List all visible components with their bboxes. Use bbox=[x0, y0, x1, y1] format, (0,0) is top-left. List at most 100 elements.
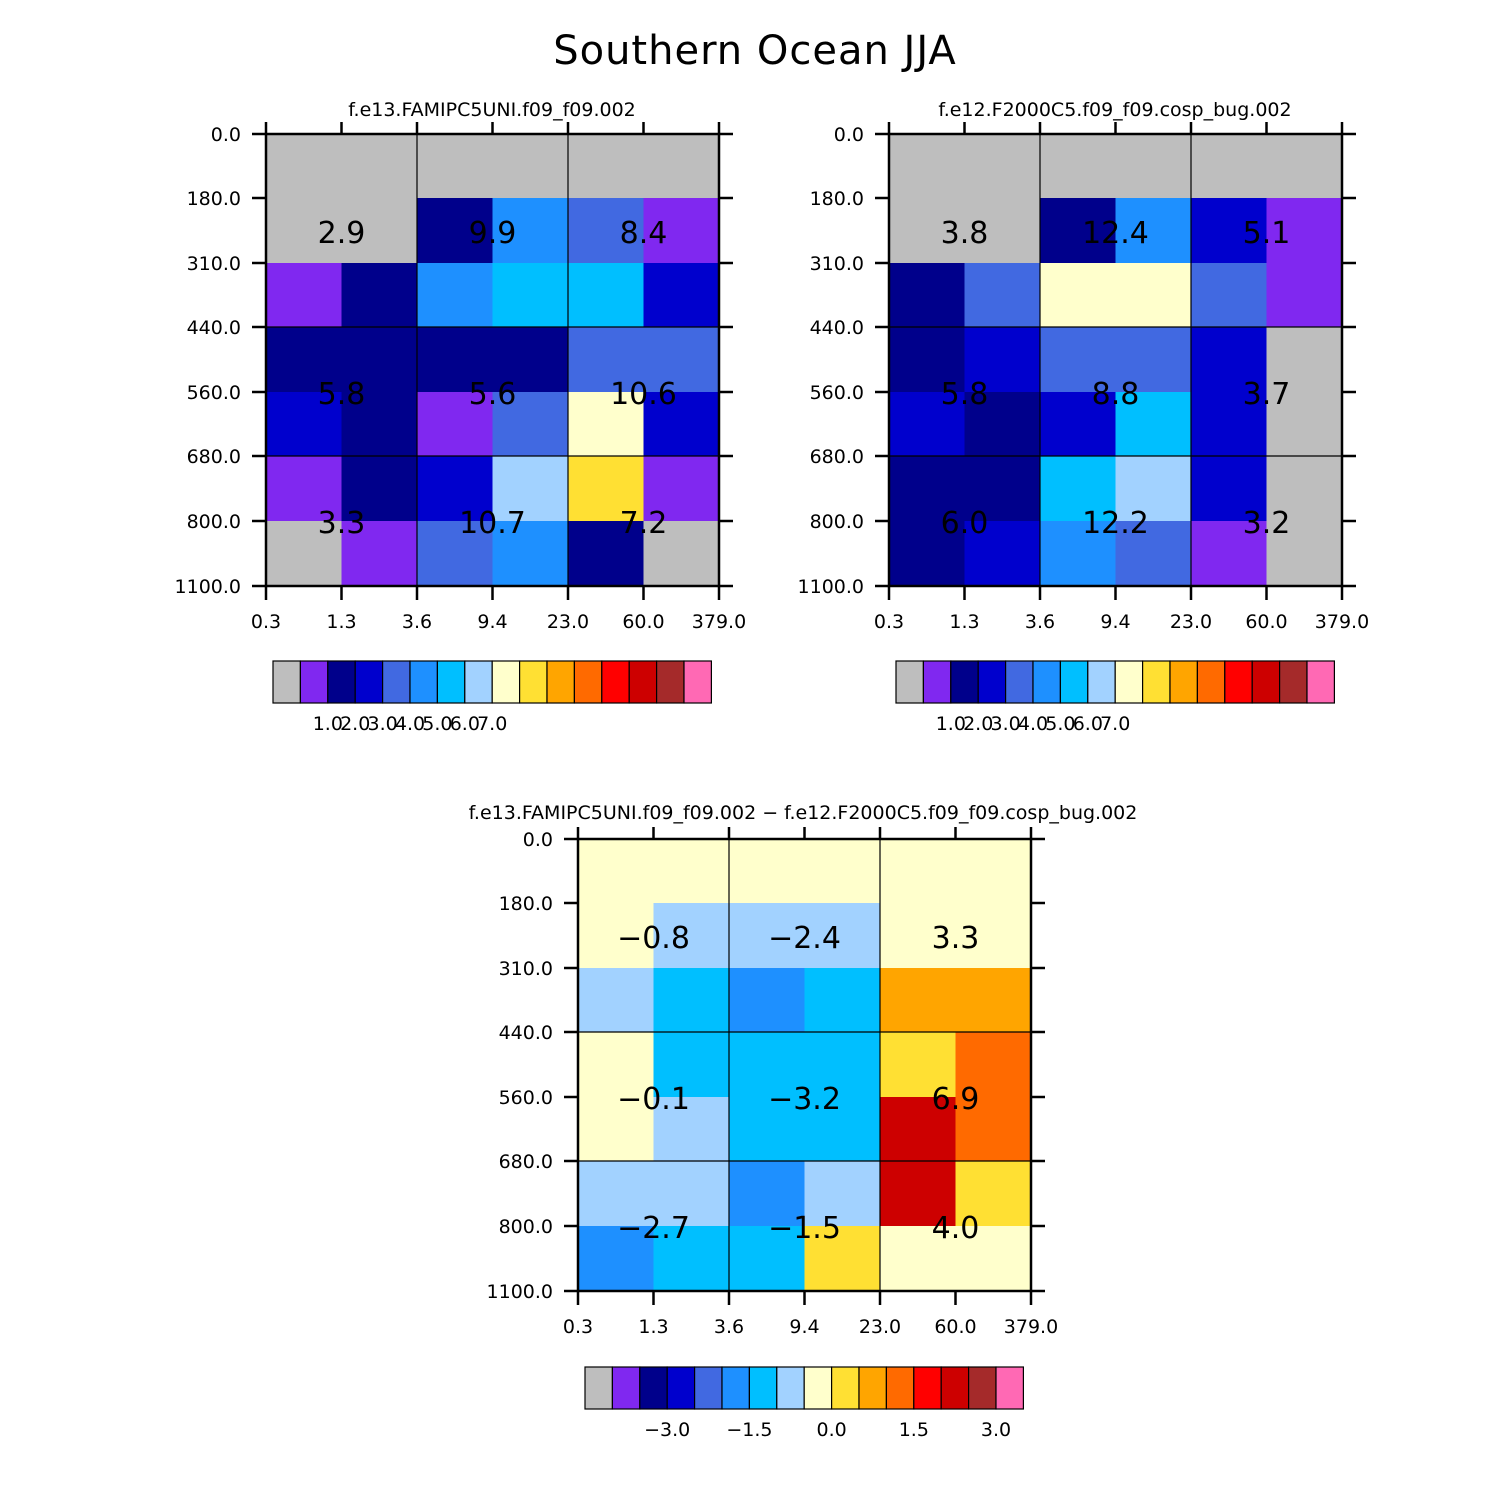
heatmap-cell bbox=[341, 392, 418, 457]
heatmap-cell bbox=[492, 521, 569, 587]
heatmap-cell bbox=[417, 263, 494, 328]
y-tick-label: 310.0 bbox=[810, 253, 864, 275]
colorbar: 1.02.03.04.05.06.07.0 bbox=[272, 660, 712, 735]
colorbar-label: 5.0 bbox=[422, 713, 452, 735]
heatmap-cell bbox=[492, 134, 569, 199]
heatmap-cell bbox=[643, 198, 720, 264]
heatmap-cell bbox=[578, 968, 655, 1033]
heatmap-cell bbox=[266, 392, 343, 457]
heatmap-cell bbox=[1040, 456, 1117, 522]
heatmap-cell bbox=[955, 1032, 1032, 1098]
y-tick-label: 680.0 bbox=[187, 446, 241, 468]
colorbar-swatch bbox=[491, 660, 521, 704]
colorbar-swatch bbox=[628, 660, 658, 704]
colorbar-swatch bbox=[573, 660, 603, 704]
panel-title: f.e13.FAMIPC5UNI.f09_f09.002 bbox=[348, 99, 636, 121]
heatmap-cell bbox=[492, 263, 569, 328]
heatmap-cell bbox=[880, 1097, 957, 1162]
box-value-label: 10.6 bbox=[610, 377, 677, 412]
heatmap-cell bbox=[729, 1097, 806, 1162]
colorbar-label: 4.0 bbox=[395, 713, 425, 735]
colorbar-swatch bbox=[518, 660, 548, 704]
box-value-label: −2.4 bbox=[768, 921, 841, 956]
heatmap-cell bbox=[1266, 327, 1343, 393]
colorbar-swatch bbox=[885, 1366, 915, 1410]
colorbar-swatch bbox=[409, 660, 438, 704]
heatmap-cell bbox=[955, 1161, 1032, 1227]
y-tick-label: 440.0 bbox=[187, 317, 241, 339]
heatmap-cell bbox=[341, 134, 418, 199]
colorbar-label: 0.0 bbox=[816, 1419, 846, 1441]
y-tick-label: 680.0 bbox=[810, 446, 864, 468]
heatmap-cell bbox=[1115, 198, 1192, 264]
colorbar-label: −1.5 bbox=[726, 1419, 772, 1441]
colorbar-swatch bbox=[950, 660, 979, 704]
heatmap-cell bbox=[804, 968, 881, 1033]
colorbar-swatch bbox=[776, 1366, 805, 1410]
heatmap-cell bbox=[1266, 521, 1343, 587]
box-value-label: 12.2 bbox=[1082, 506, 1149, 541]
heatmap-cell bbox=[568, 456, 645, 522]
colorbar-label: 5.0 bbox=[1045, 713, 1075, 735]
heatmap-cell bbox=[341, 263, 418, 328]
panel-model-b: f.e12.F2000C5.f09_f09.cosp_bug.002 0.0 18… bbox=[798, 99, 1370, 735]
heatmap-cell bbox=[1115, 392, 1192, 457]
colorbar-swatch bbox=[382, 660, 411, 704]
colorbar-label: 6.0 bbox=[450, 713, 480, 735]
heatmap-cell bbox=[266, 198, 343, 264]
heatmap-cell bbox=[1040, 392, 1117, 457]
heatmap-cell bbox=[729, 839, 806, 904]
heatmap-cell bbox=[578, 1032, 655, 1098]
heatmap-cell bbox=[1266, 198, 1343, 264]
box-value-label: 8.8 bbox=[1092, 377, 1140, 412]
y-tick-label: 180.0 bbox=[810, 188, 864, 210]
heatmap-cell bbox=[653, 1226, 730, 1292]
colorbar-swatch bbox=[1278, 660, 1308, 704]
heatmap-cell bbox=[578, 1097, 655, 1162]
colorbar-swatch bbox=[1059, 660, 1089, 704]
x-tick-label: 9.4 bbox=[477, 611, 507, 633]
colorbar-swatch bbox=[1004, 660, 1034, 704]
colorbar-label: 3.0 bbox=[367, 713, 397, 735]
y-tick-label: 560.0 bbox=[187, 382, 241, 404]
colorbar-swatch bbox=[546, 660, 575, 704]
heatmap-cell bbox=[729, 903, 806, 969]
heatmap-cell bbox=[804, 1161, 881, 1227]
colorbar-swatch bbox=[940, 1366, 970, 1410]
colorbar-swatch bbox=[895, 660, 924, 704]
colorbar-swatch bbox=[683, 660, 712, 704]
heatmap-cell bbox=[417, 327, 494, 393]
x-tick-label: 379.0 bbox=[1315, 611, 1369, 633]
colorbar-swatch bbox=[1087, 660, 1116, 704]
heatmap-cell bbox=[729, 1226, 806, 1292]
heatmap-cell bbox=[889, 198, 966, 264]
x-tick-label: 0.3 bbox=[874, 611, 904, 633]
heatmap-cell bbox=[1191, 456, 1268, 522]
heatmap-cell bbox=[964, 456, 1041, 522]
panel-title: f.e12.F2000C5.f09_f09.cosp_bug.002 bbox=[938, 99, 1291, 121]
x-tick-label: 379.0 bbox=[1004, 1316, 1058, 1338]
y-tick-label: 1100.0 bbox=[798, 576, 864, 598]
colorbar-label: 7.0 bbox=[477, 713, 507, 735]
panel-title: f.e13.FAMIPC5UNI.f09_f09.002 − f.e12.F20… bbox=[469, 802, 1138, 824]
colorbar-swatch bbox=[611, 1366, 641, 1410]
heatmap-cell bbox=[1040, 327, 1117, 393]
heatmap-cell bbox=[1191, 327, 1268, 393]
heatmap-cell bbox=[341, 198, 418, 264]
heatmap-cell bbox=[804, 1097, 881, 1162]
box-value-label: 3.7 bbox=[1243, 377, 1291, 412]
colorbar-swatch bbox=[327, 660, 356, 704]
heatmap-cell bbox=[653, 1161, 730, 1227]
colorbar-label: 3.0 bbox=[990, 713, 1020, 735]
x-tick-label: 60.0 bbox=[622, 611, 664, 633]
heatmap-cell bbox=[889, 327, 966, 393]
y-tick-label: 1100.0 bbox=[175, 576, 241, 598]
heatmap-cell bbox=[880, 1032, 957, 1098]
panel-model-a: f.e13.FAMIPC5UNI.f09_f09.002 0.0 180.0 310… bbox=[175, 99, 747, 735]
y-tick-label: 440.0 bbox=[810, 317, 864, 339]
heatmap-cell bbox=[653, 839, 730, 904]
box-value-label: 6.0 bbox=[941, 506, 989, 541]
colorbar-swatch bbox=[1251, 660, 1281, 704]
heatmap-cell bbox=[643, 263, 720, 328]
heatmap-cell bbox=[568, 134, 645, 199]
